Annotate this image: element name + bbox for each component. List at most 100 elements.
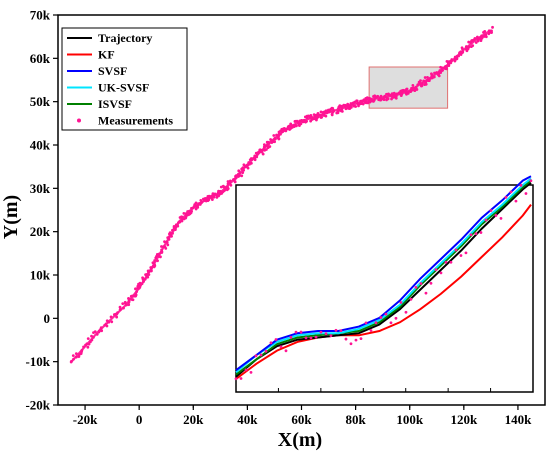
inset-measurement-point: [479, 231, 483, 234]
measurement-point: [240, 174, 244, 178]
inset-measurement-point: [344, 337, 348, 341]
inset-measurement-point: [409, 297, 413, 301]
measurement-point: [160, 245, 163, 248]
legend-label: Trajectory: [98, 31, 152, 45]
measurement-point: [405, 87, 409, 91]
measurement-point: [71, 354, 75, 357]
measurement-point: [118, 305, 122, 309]
measurement-point: [445, 67, 448, 71]
inset-measurement-point: [514, 199, 518, 203]
y-tick-label: 30k: [30, 181, 51, 196]
measurement-point: [211, 192, 215, 196]
measurement-point: [77, 355, 81, 359]
inset-measurement-point: [404, 310, 408, 314]
measurement-point: [491, 25, 494, 29]
inset-measurement-point: [434, 268, 438, 272]
measurement-point: [237, 169, 241, 173]
inset-measurement-point: [444, 260, 448, 264]
inset-measurement-point: [284, 349, 288, 353]
measurement-point: [339, 109, 343, 113]
inset-measurement-point: [359, 337, 363, 341]
inset-measurement-point: [374, 321, 378, 325]
x-tick-label: 80k: [345, 412, 366, 427]
inset-measurement-point: [329, 334, 333, 337]
measurement-point: [233, 180, 237, 184]
measurement-point: [490, 31, 493, 34]
inset-measurement-point: [384, 312, 388, 316]
inset-measurement-point: [304, 336, 308, 340]
inset-measurement-point: [279, 345, 283, 349]
inset-measurement-point: [294, 330, 298, 334]
measurement-point: [437, 74, 441, 78]
inset-measurement-point: [314, 335, 318, 339]
measurement-point: [93, 330, 97, 334]
inset-measurement-point: [234, 377, 238, 381]
inset-measurement-point: [289, 335, 293, 339]
measurement-point: [471, 44, 475, 48]
inset-measurement-point: [419, 282, 423, 285]
measurement-point: [121, 302, 125, 306]
y-axis-label: Y(m): [0, 195, 22, 239]
y-tick-label: 20k: [30, 224, 51, 239]
measurement-point: [386, 97, 390, 101]
measurement-point: [141, 276, 145, 280]
inset-measurement-point: [274, 338, 278, 341]
measurement-point: [166, 243, 170, 247]
x-tick-label: 120k: [450, 412, 478, 427]
measurement-point: [365, 96, 369, 100]
inset-measurement-point: [489, 209, 493, 212]
inset-measurement-point: [349, 342, 353, 346]
y-tick-label: 10k: [30, 268, 51, 283]
y-tick-label: 50k: [30, 94, 51, 109]
measurement-point: [265, 148, 268, 151]
legend-label: SVSF: [98, 64, 127, 78]
measurement-point: [86, 345, 90, 349]
inset-measurement-point: [369, 329, 373, 332]
inset-measurement-point: [354, 338, 358, 342]
inset-measurement-point: [394, 316, 398, 320]
measurement-point: [272, 134, 276, 137]
measurement-point: [127, 303, 131, 307]
measurement-point: [115, 315, 119, 319]
measurement-point: [123, 300, 127, 304]
inset-measurement-point: [414, 286, 418, 289]
inset-line-isvsf: [235, 179, 532, 376]
inset-measurement-point: [269, 341, 273, 345]
inset-measurement-point: [249, 371, 253, 374]
x-tick-label: 20k: [183, 412, 204, 427]
inset-measurement-point: [399, 301, 403, 304]
inset-measurement-point: [499, 217, 503, 220]
measurement-point: [273, 140, 276, 144]
inset-line-svsf: [235, 175, 532, 372]
measurement-point: [307, 114, 310, 118]
inset-measurement-point: [244, 368, 248, 372]
inset-measurement-point: [464, 251, 468, 255]
measurement-point: [182, 212, 186, 215]
inset-measurement-point: [424, 291, 428, 295]
y-tick-label: 70k: [30, 8, 51, 23]
measurement-point: [419, 79, 422, 83]
inset-measurement-point: [379, 316, 383, 319]
legend-label: Measurements: [98, 114, 173, 128]
inset-measurement-point: [309, 336, 313, 340]
inset-measurement-point: [429, 281, 433, 285]
inset-measurement-point: [339, 329, 343, 333]
inset-measurement-point: [364, 321, 368, 325]
inset-measurement-point: [519, 183, 523, 187]
measurement-point: [110, 320, 114, 324]
inset-line-uk-svsf: [235, 177, 532, 374]
measurement-point: [349, 105, 353, 109]
x-tick-label: 140k: [505, 412, 533, 427]
x-tick-label: 60k: [291, 412, 312, 427]
inset-measurement-point: [524, 192, 528, 195]
measurement-point: [319, 110, 323, 114]
measurement-point: [309, 114, 313, 117]
inset-measurement-point: [324, 332, 328, 336]
x-tick-label: 40k: [237, 412, 258, 427]
measurement-point: [390, 97, 393, 101]
legend-label: UK-SVSF: [98, 81, 149, 95]
x-tick-label: 0: [136, 412, 143, 427]
legend-label: KF: [98, 48, 115, 62]
inset-measurement-point: [474, 232, 478, 236]
measurement-point: [474, 41, 478, 44]
